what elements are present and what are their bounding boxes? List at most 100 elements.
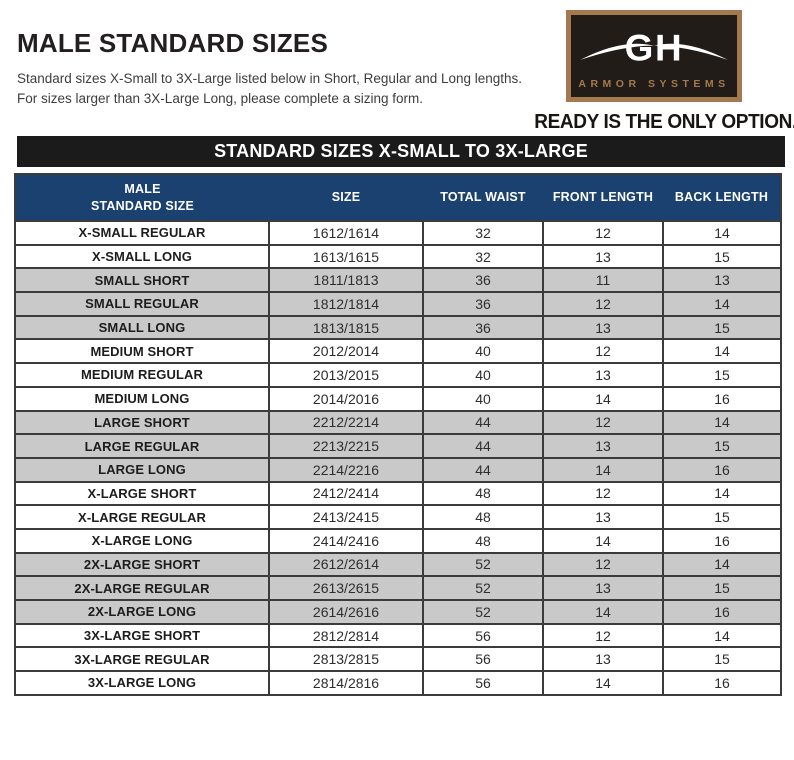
cell-back-length: 15	[662, 504, 782, 530]
table-row: 2X-LARGE LONG 2614/2616 52 14 16	[14, 599, 782, 625]
cell-back-length: 14	[662, 220, 782, 246]
column-header-front-length: FRONT LENGTH	[543, 174, 663, 222]
page-header: MALE STANDARD SIZES Standard sizes X-Sma…	[0, 0, 794, 136]
cell-total-waist: 52	[422, 551, 544, 578]
cell-front-length: 12	[542, 551, 664, 578]
cell-front-length: 13	[542, 314, 664, 341]
cell-back-length: 15	[662, 433, 782, 459]
page-title: MALE STANDARD SIZES	[17, 28, 328, 58]
table-row: SMALL LONG 1813/1815 36 13 15	[14, 314, 782, 341]
brand-tagline: READY IS THE ONLY OPTION.	[534, 111, 794, 133]
table-row: X-SMALL LONG 1613/1615 32 13 15	[14, 243, 782, 270]
cell-label: LARGE LONG	[14, 456, 270, 483]
table-row: MEDIUM LONG 2014/2016 40 14 16	[14, 385, 782, 412]
cell-size: 2213/2215	[268, 433, 424, 459]
cell-size: 1612/1614	[268, 220, 424, 246]
cell-back-length: 16	[662, 670, 782, 696]
cell-front-length: 12	[542, 480, 664, 507]
svg-text:GH: GH	[625, 28, 684, 69]
cell-total-waist: 32	[422, 243, 544, 270]
cell-total-waist: 52	[422, 599, 544, 625]
cell-label: X-LARGE LONG	[14, 527, 270, 554]
cell-front-length: 12	[542, 409, 664, 436]
cell-label: X-SMALL LONG	[14, 243, 270, 270]
cell-label: 2X-LARGE SHORT	[14, 551, 270, 578]
cell-front-length: 14	[542, 527, 664, 554]
cell-back-length: 14	[662, 551, 782, 578]
cell-total-waist: 48	[422, 504, 544, 530]
cell-size: 2813/2815	[268, 646, 424, 673]
cell-total-waist: 56	[422, 646, 544, 673]
cell-label: MEDIUM LONG	[14, 385, 270, 412]
cell-size: 2412/2414	[268, 480, 424, 507]
table-row: 2X-LARGE SHORT 2612/2614 52 12 14	[14, 551, 782, 578]
cell-back-length: 16	[662, 385, 782, 412]
cell-front-length: 13	[542, 504, 664, 530]
cell-size: 1613/1615	[268, 243, 424, 270]
column-header-male-standard-size: MALE STANDARD SIZE	[15, 174, 269, 222]
cell-total-waist: 56	[422, 670, 544, 696]
cell-label: MEDIUM SHORT	[14, 338, 270, 365]
cell-size: 2612/2614	[268, 551, 424, 578]
table-row: MEDIUM SHORT 2012/2014 40 12 14	[14, 338, 782, 365]
cell-back-length: 15	[662, 362, 782, 388]
gh-armor-logo: GH ARMOR SYSTEMS	[566, 10, 742, 102]
cell-label: LARGE REGULAR	[14, 433, 270, 459]
cell-size: 2414/2416	[268, 527, 424, 554]
cell-front-length: 14	[542, 385, 664, 412]
cell-total-waist: 40	[422, 338, 544, 365]
gh-monogram-icon: GH	[580, 28, 728, 69]
cell-back-length: 14	[662, 480, 782, 507]
cell-back-length: 14	[662, 338, 782, 365]
size-table-container: MALE STANDARD SIZE SIZE TOTAL WAIST FRON…	[14, 173, 782, 696]
cell-label: 2X-LARGE REGULAR	[14, 575, 270, 601]
size-table: MALE STANDARD SIZE SIZE TOTAL WAIST FRON…	[14, 173, 782, 696]
table-row: 3X-LARGE SHORT 2812/2814 56 12 14	[14, 622, 782, 649]
cell-total-waist: 32	[422, 220, 544, 246]
header-row: MALE STANDARD SIZE SIZE TOTAL WAIST FRON…	[15, 174, 781, 222]
cell-total-waist: 52	[422, 575, 544, 601]
cell-total-waist: 48	[422, 527, 544, 554]
cell-total-waist: 40	[422, 362, 544, 388]
table-row: X-LARGE REGULAR 2413/2415 48 13 15	[14, 504, 782, 530]
cell-total-waist: 40	[422, 385, 544, 412]
cell-size: 2014/2016	[268, 385, 424, 412]
cell-front-length: 13	[542, 646, 664, 673]
cell-size: 2214/2216	[268, 456, 424, 483]
subtitle-line-2: For sizes larger than 3X-Large Long, ple…	[17, 90, 423, 106]
cell-size: 1813/1815	[268, 314, 424, 341]
cell-size: 1811/1813	[268, 267, 424, 294]
cell-front-length: 11	[542, 267, 664, 294]
cell-label: X-LARGE SHORT	[14, 480, 270, 507]
cell-total-waist: 36	[422, 291, 544, 317]
cell-front-length: 12	[542, 291, 664, 317]
cell-back-length: 14	[662, 409, 782, 436]
cell-back-length: 15	[662, 314, 782, 341]
cell-label: SMALL LONG	[14, 314, 270, 341]
cell-size: 2614/2616	[268, 599, 424, 625]
cell-back-length: 16	[662, 599, 782, 625]
cell-size: 1812/1814	[268, 291, 424, 317]
size-table-body: X-SMALL REGULAR 1612/1614 32 12 14 X-SMALL LO…	[14, 220, 782, 696]
cell-label: MEDIUM REGULAR	[14, 362, 270, 388]
cell-size: 2814/2816	[268, 670, 424, 696]
cell-label: 3X-LARGE REGULAR	[14, 646, 270, 673]
table-row: SMALL SHORT 1811/1813 36 11 13	[14, 267, 782, 294]
cell-front-length: 14	[542, 456, 664, 483]
table-row: X-LARGE LONG 2414/2416 48 14 16	[14, 527, 782, 554]
cell-total-waist: 44	[422, 409, 544, 436]
cell-size: 2212/2214	[268, 409, 424, 436]
brand-block: GH ARMOR SYSTEMS READY IS THE ONLY OPTIO…	[528, 10, 794, 134]
cell-total-waist: 44	[422, 433, 544, 459]
cell-back-length: 14	[662, 622, 782, 649]
cell-label: 3X-LARGE LONG	[14, 670, 270, 696]
table-row: LARGE LONG 2214/2216 44 14 16	[14, 456, 782, 483]
cell-front-length: 12	[542, 220, 664, 246]
cell-back-length: 16	[662, 527, 782, 554]
table-row: LARGE SHORT 2212/2214 44 12 14	[14, 409, 782, 436]
cell-front-length: 13	[542, 362, 664, 388]
cell-label: X-SMALL REGULAR	[14, 220, 270, 246]
cell-label: LARGE SHORT	[14, 409, 270, 436]
table-row: LARGE REGULAR 2213/2215 44 13 15	[14, 433, 782, 459]
cell-front-length: 14	[542, 670, 664, 696]
